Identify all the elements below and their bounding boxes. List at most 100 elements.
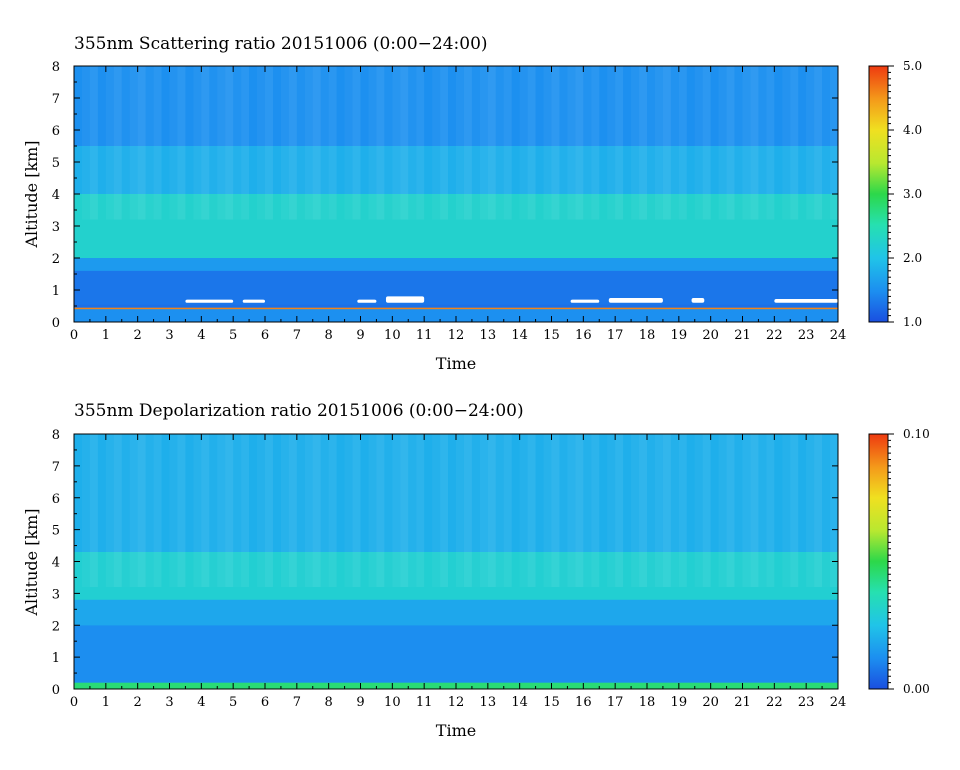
texture-stripe xyxy=(233,66,241,220)
saturated-patch xyxy=(691,298,705,303)
texture-stripe xyxy=(623,66,631,220)
y-tick-label: 6 xyxy=(52,492,60,507)
y-tick-label: 1 xyxy=(52,651,60,666)
x-tick-label: 17 xyxy=(607,695,624,710)
x-tick-label: 15 xyxy=(543,695,560,710)
x-axis: 0 1 2 3 4 5 6 7 8 9 10 11 12 13 14 15 16 17 18 19 20 21 22 23 24 xyxy=(70,66,846,343)
texture-stripe xyxy=(479,66,488,220)
saturated-patch xyxy=(608,298,663,303)
x-tick-label: 5 xyxy=(229,328,237,343)
x-tick-label: 16 xyxy=(575,695,592,710)
colorbar-tick-label: 4.0 xyxy=(903,123,922,137)
texture-stripe xyxy=(536,434,544,587)
texture-stripe xyxy=(575,66,584,220)
colorbar-tick-label: 0.10 xyxy=(903,427,930,441)
y-axis-label: Altitude [km] xyxy=(22,508,41,616)
x-tick-label: 21 xyxy=(734,695,751,710)
colorbar xyxy=(868,433,889,690)
texture-stripe xyxy=(440,434,449,587)
x-tick-label: 11 xyxy=(416,695,433,710)
texture-stripe xyxy=(113,66,122,220)
texture-stripe xyxy=(671,434,679,587)
x-tick-label: 0 xyxy=(70,328,78,343)
x-tick-label: 3 xyxy=(165,695,173,710)
texture-stripe xyxy=(392,434,401,587)
heatmap-layer xyxy=(74,304,838,308)
texture-stripe xyxy=(217,434,226,587)
texture-stripe xyxy=(337,434,345,587)
texture-stripe xyxy=(631,66,640,220)
texture-stripe xyxy=(328,434,337,587)
texture-stripe xyxy=(98,66,106,220)
texture-stripe xyxy=(591,434,600,587)
x-tick-label: 20 xyxy=(702,695,719,710)
texture-stripe xyxy=(288,66,297,220)
texture-stripe xyxy=(241,434,250,587)
texture-stripe xyxy=(647,66,655,220)
y-tick-label: 5 xyxy=(52,156,60,171)
x-tick-label: 5 xyxy=(229,695,237,710)
texture-stripe xyxy=(639,66,647,220)
heatmap-layer xyxy=(74,194,838,258)
texture-stripe xyxy=(193,66,202,220)
x-tick-label: 6 xyxy=(261,695,269,710)
texture-stripe xyxy=(543,434,552,587)
y-tick-label: 7 xyxy=(52,92,60,107)
texture-stripe xyxy=(496,434,504,587)
texture-stripe xyxy=(122,434,130,587)
texture-stripe xyxy=(312,66,321,220)
texture-stripe xyxy=(328,66,337,220)
y-tick-label: 6 xyxy=(52,124,60,139)
texture-stripe xyxy=(559,66,567,220)
texture-stripe xyxy=(304,434,313,587)
y-tick-label: 7 xyxy=(52,460,60,475)
texture-stripe xyxy=(249,66,257,220)
texture-stripe xyxy=(137,434,146,587)
texture-stripe xyxy=(536,66,544,220)
texture-stripe xyxy=(376,66,385,220)
texture-stripe xyxy=(233,434,241,587)
texture-stripe xyxy=(639,434,647,587)
texture-stripe xyxy=(559,434,567,587)
x-tick-label: 18 xyxy=(639,328,656,343)
texture-stripe xyxy=(503,66,512,220)
colorbar-tick-label: 0.00 xyxy=(903,682,930,696)
texture-stripe xyxy=(352,66,361,220)
texture-stripe xyxy=(280,66,289,220)
texture-stripe xyxy=(599,434,607,587)
texture-stripe xyxy=(249,434,257,587)
texture-stripe xyxy=(288,434,297,587)
x-tick-label: 15 xyxy=(543,328,560,343)
texture-stripe xyxy=(384,66,392,220)
texture-stripe xyxy=(456,66,464,220)
y-tick-label: 2 xyxy=(52,252,60,267)
saturated-patch xyxy=(242,299,265,303)
texture-stripe xyxy=(591,66,600,220)
x-tick-label: 10 xyxy=(384,695,401,710)
texture-stripe xyxy=(408,66,416,220)
texture-stripe xyxy=(384,434,392,587)
colorbar-tick-label: 1.0 xyxy=(903,315,922,329)
texture-stripe xyxy=(352,434,361,587)
texture-stripe xyxy=(726,66,735,220)
texture-stripe xyxy=(567,434,576,587)
x-tick-label: 17 xyxy=(607,328,624,343)
texture-stripe xyxy=(711,66,719,220)
texture-stripe xyxy=(209,434,217,587)
texture-stripe xyxy=(742,434,751,587)
texture-stripe xyxy=(806,434,815,587)
heatmap-layer xyxy=(74,146,838,194)
texture-stripe xyxy=(129,434,138,587)
texture-stripe xyxy=(392,66,401,220)
texture-stripe xyxy=(177,434,186,587)
x-tick-label: 23 xyxy=(798,695,815,710)
texture-stripe xyxy=(830,434,838,587)
texture-stripe xyxy=(273,66,281,220)
texture-stripe xyxy=(798,434,806,587)
x-tick-label: 19 xyxy=(671,328,688,343)
x-tick-label: 14 xyxy=(511,695,528,710)
texture-stripe xyxy=(312,434,321,587)
y-tick-label: 4 xyxy=(52,556,60,571)
texture-stripe xyxy=(456,434,464,587)
texture-stripe xyxy=(337,66,345,220)
